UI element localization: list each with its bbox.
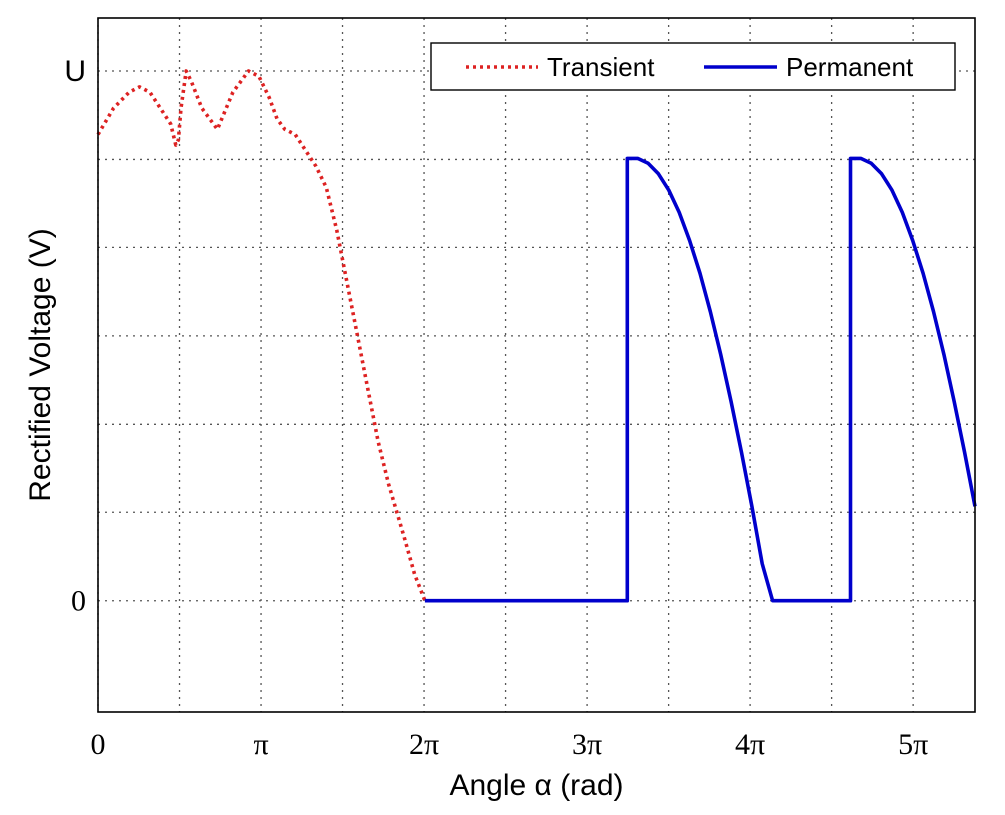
tick-labels: 0 π 2π 3π 4π 5π 0 U [64,55,928,761]
legend: Transient Permanent [430,42,956,91]
series-permanent-line [424,156,977,603]
x-tick-label-1: π [253,728,268,761]
x-tick-label-5: 5π [898,728,928,761]
y-tick-label-0: 0 [71,585,86,618]
x-tick-label-3: 3π [572,728,602,761]
legend-label-permanent: Permanent [786,52,914,82]
y-tick-label-1: U [64,55,86,88]
series-layer [96,69,977,603]
legend-box [430,42,956,91]
y-axis-label: Rectified Voltage (V) [24,228,57,501]
legend-label-transient: Transient [547,52,655,82]
x-tick-label-0: 0 [91,728,106,761]
x-axis-label: Angle α (rad) [449,769,623,802]
x-tick-label-2: 2π [409,728,439,761]
plot-frame [97,17,976,713]
x-tick-label-4: 4π [735,728,765,761]
